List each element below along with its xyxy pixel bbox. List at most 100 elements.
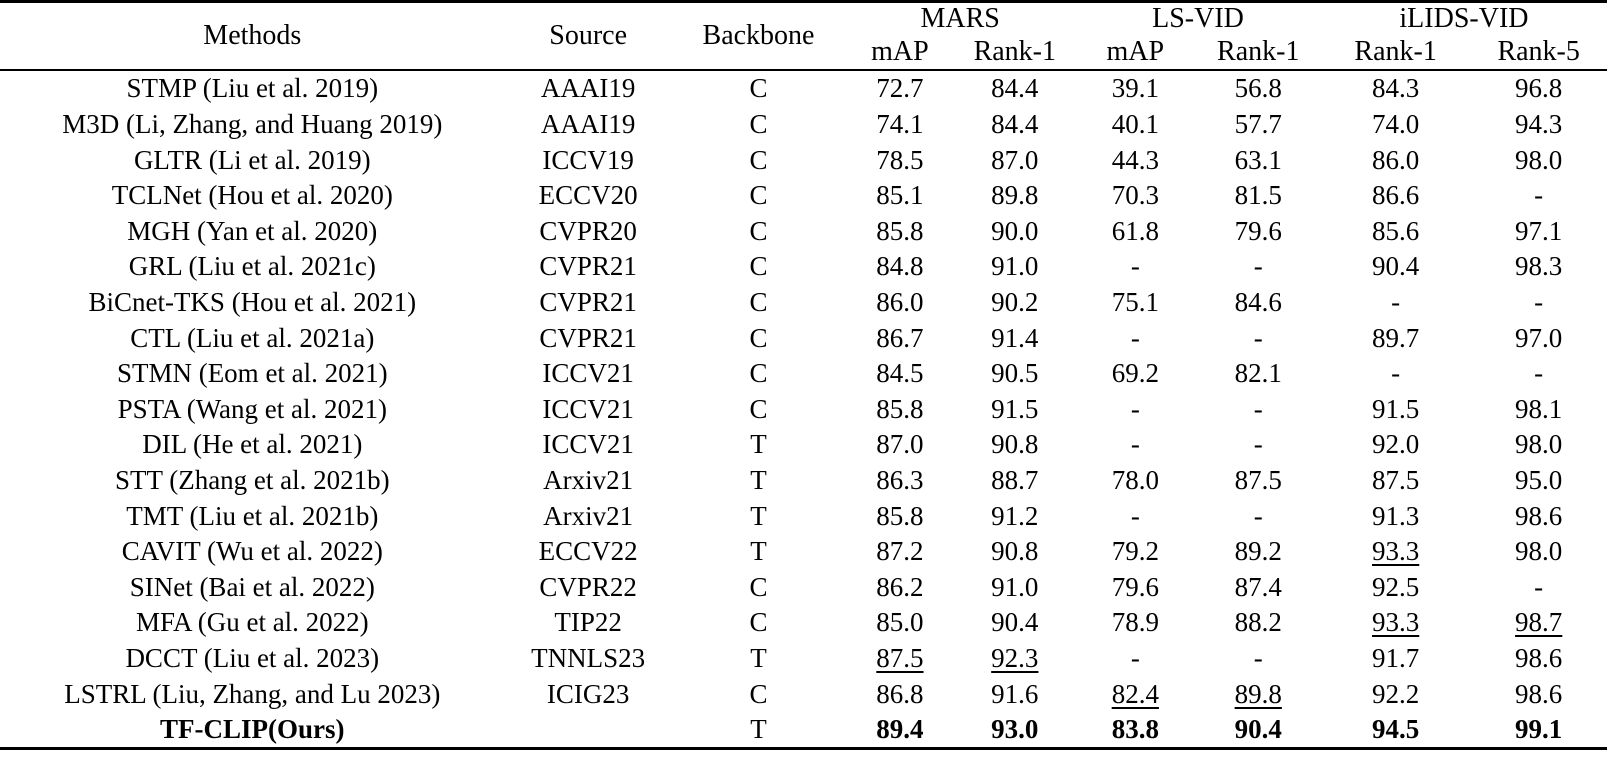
metric-cell: 90.0 <box>991 215 1039 246</box>
metric-cell: 61.8 <box>1111 215 1159 246</box>
metric-cell: 85.8 <box>876 393 924 424</box>
metric-cell: 91.3 <box>1372 500 1420 531</box>
table-row: STT (Zhang et al. 2021b) Arxiv21 T 86.3 88.7… <box>0 463 1607 499</box>
metric-cell: 85.1 <box>876 180 924 211</box>
metric-cell: 90.8 <box>991 536 1039 567</box>
source-cell: ECCV22 <box>538 536 638 567</box>
source-cell: ICIG23 <box>546 678 630 709</box>
metric-cell: 91.5 <box>1372 393 1420 424</box>
metric-cell: 89.4 <box>876 714 924 745</box>
metric-cell: 57.7 <box>1234 109 1282 140</box>
metric-cell: - <box>1391 287 1401 318</box>
metric-cell: 40.1 <box>1111 109 1159 140</box>
metric-cell: - <box>1130 322 1140 353</box>
method-cell: M3D (Li, Zhang, and Huang 2019) <box>62 109 443 140</box>
metric-cell: - <box>1130 251 1140 282</box>
method-cell: GRL (Liu et al. 2021c) <box>128 251 376 282</box>
backbone-cell: C <box>749 73 768 104</box>
metric-cell: 93.3 <box>1321 534 1470 570</box>
column-header-methods: Methods <box>0 1 505 72</box>
metric-cell: 86.0 <box>876 287 924 318</box>
metric-cell: 90.4 <box>1372 251 1420 282</box>
metric-cell: 92.5 <box>1372 571 1420 602</box>
column-header-lsvid-map: mAP <box>1075 35 1196 72</box>
metric-cell: 86.0 <box>1372 144 1420 175</box>
metric-cell: 81.5 <box>1234 180 1282 211</box>
metric-cell: 91.2 <box>991 500 1039 531</box>
metric-cell: 84.4 <box>991 109 1039 140</box>
metric-cell: 91.7 <box>1372 642 1420 673</box>
source-cell <box>505 712 672 749</box>
metric-cell: 78.5 <box>876 144 924 175</box>
metric-cell: 82.4 <box>1075 676 1196 712</box>
metric-cell: - <box>1253 251 1263 282</box>
metric-cell: 90.5 <box>991 358 1039 389</box>
dataset-header-lsvid: LS-VID <box>1152 3 1244 34</box>
metric-cell: - <box>1130 500 1140 531</box>
metric-cell: - <box>1130 429 1140 460</box>
source-cell: ECCV20 <box>538 180 638 211</box>
method-cell: LSTRL (Liu, Zhang, and Lu 2023) <box>64 678 441 709</box>
source-cell: AAAI19 <box>540 73 636 104</box>
underlined-value: 87.5 <box>876 642 924 673</box>
metric-cell: 94.3 <box>1515 109 1563 140</box>
column-header-backbone: Backbone <box>671 1 846 72</box>
metric-cell: - <box>1534 287 1544 318</box>
table-row: STMP (Liu et al. 2019) AAAI19 C 72.7 84.4 39.… <box>0 70 1607 107</box>
metric-cell: 91.6 <box>991 678 1039 709</box>
metric-cell: 39.1 <box>1111 73 1159 104</box>
metric-cell: 79.2 <box>1111 536 1159 567</box>
backbone-cell: C <box>749 571 768 602</box>
source-cell: TIP22 <box>554 607 622 638</box>
column-header-ilidsvid-rank1: Rank-1 <box>1320 35 1471 72</box>
metric-cell: 44.3 <box>1111 144 1159 175</box>
metric-cell: 93.3 <box>1321 605 1470 641</box>
metric-cell: 96.8 <box>1515 73 1563 104</box>
backbone-cell: T <box>750 714 767 745</box>
metric-cell: 98.0 <box>1515 144 1563 175</box>
table-row: MFA (Gu et al. 2022) TIP22 C 85.0 90.4 78.9 88… <box>0 605 1607 641</box>
metric-cell: 86.3 <box>876 465 924 496</box>
method-cell: BiCnet-TKS (Hou et al. 2021) <box>88 287 417 318</box>
source-cell: CVPR20 <box>539 215 637 246</box>
metric-cell: 98.0 <box>1515 536 1563 567</box>
method-cell: TMT (Liu et al. 2021b) <box>126 500 379 531</box>
table-row: TF-CLIP(Ours) T 89.4 93.0 83.8 90.4 94.5 99.1 <box>0 712 1607 749</box>
backbone-cell: C <box>749 287 768 318</box>
table-row: SINet (Bai et al. 2022) CVPR22 C 86.2 91.0 79… <box>0 570 1607 606</box>
table-row: GRL (Liu et al. 2021c) CVPR21 C 84.8 91.0 - - 9… <box>0 249 1607 285</box>
underlined-value: 93.3 <box>1372 607 1420 638</box>
source-cell: ICCV21 <box>542 393 634 424</box>
backbone-cell: T <box>750 642 767 673</box>
metric-cell: 91.0 <box>991 571 1039 602</box>
metric-cell: - <box>1253 322 1263 353</box>
metric-cell: 92.0 <box>1372 429 1420 460</box>
metric-cell: - <box>1130 642 1140 673</box>
metric-cell: 87.5 <box>845 641 954 677</box>
metric-cell: - <box>1534 571 1544 602</box>
metric-cell: 98.6 <box>1515 500 1563 531</box>
metric-cell: 84.8 <box>876 251 924 282</box>
metric-cell: 90.4 <box>991 607 1039 638</box>
metric-cell: 56.8 <box>1234 73 1282 104</box>
metric-cell: - <box>1253 642 1263 673</box>
method-cell: TF-CLIP(Ours) <box>160 714 345 745</box>
backbone-cell: T <box>750 465 767 496</box>
table-row: LSTRL (Liu, Zhang, and Lu 2023) ICIG23 C 86… <box>0 676 1607 712</box>
metric-cell: 84.4 <box>991 73 1039 104</box>
metric-cell: 97.0 <box>1515 322 1563 353</box>
backbone-cell: C <box>749 215 768 246</box>
metric-cell: 82.1 <box>1234 358 1282 389</box>
metric-cell: 98.7 <box>1470 605 1607 641</box>
metric-cell: 89.7 <box>1372 322 1420 353</box>
table-row: CTL (Liu et al. 2021a) CVPR21 C 86.7 91.4 - - 8… <box>0 320 1607 356</box>
metric-cell: 93.0 <box>991 714 1039 745</box>
table-row: CAVIT (Wu et al. 2022) ECCV22 T 87.2 90.8 79.… <box>0 534 1607 570</box>
underlined-value: 92.3 <box>991 642 1039 673</box>
column-header-lsvid-rank1: Rank-1 <box>1195 35 1321 72</box>
source-cell: CVPR21 <box>539 322 637 353</box>
metric-cell: 90.4 <box>1234 714 1282 745</box>
metric-cell: - <box>1391 358 1401 389</box>
method-cell: MFA (Gu et al. 2022) <box>135 607 369 638</box>
method-cell: TCLNet (Hou et al. 2020) <box>111 180 393 211</box>
